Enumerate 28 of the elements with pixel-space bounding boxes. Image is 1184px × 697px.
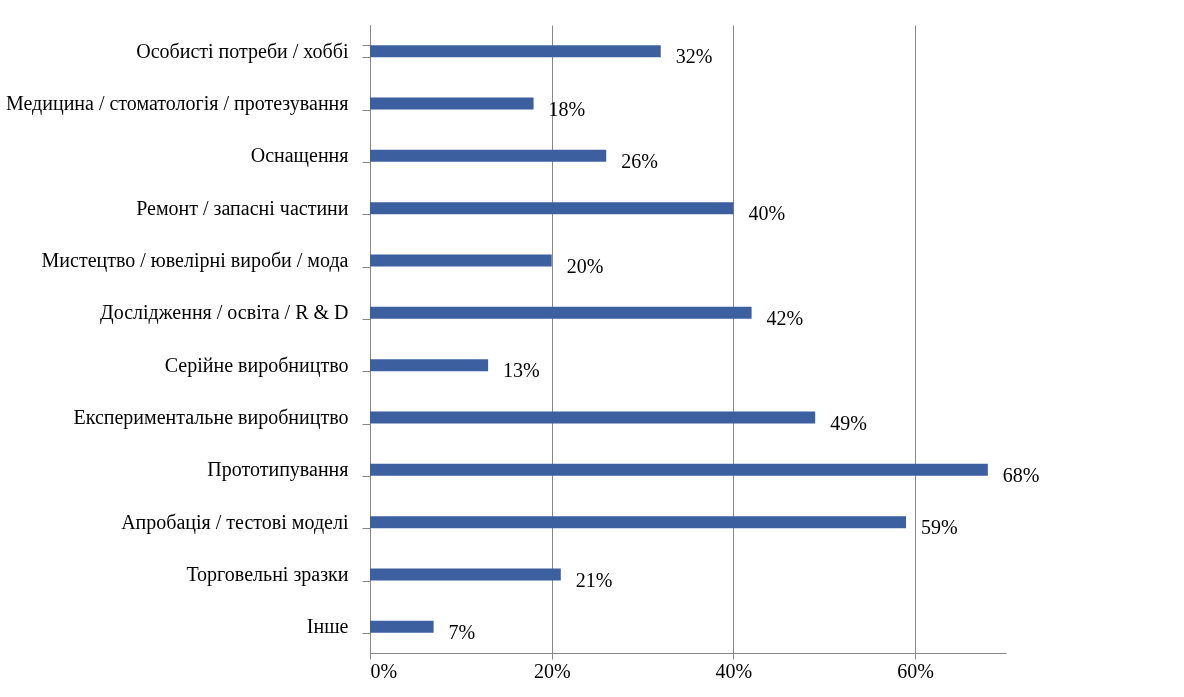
data-label: 68% [1002,463,1040,486]
x-tick-label: 40% [715,659,753,682]
x-tick-label: 60% [897,659,934,682]
y-tick-label: Ремонт / запасні частини [136,196,349,219]
y-tick-label: Торговельні зразки [186,563,349,586]
x-tick-label: 20% [533,659,571,682]
y-tick-label: Медицина / стоматологія / протезування [5,92,349,115]
data-label: 13% [503,359,540,382]
y-tick-label: Дослідження / освіта / R & D [100,301,349,325]
data-label: 21% [575,568,613,591]
data-label: 59% [921,516,958,539]
data-label: 32% [675,45,713,68]
y-tick-label: Інше [306,615,349,638]
y-tick-label: Прототипування [207,458,349,482]
data-label: 40% [748,202,786,225]
data-label: 49% [830,411,867,434]
data-label: 18% [548,97,586,120]
y-tick-label: Особисті потреби / хоббі [136,39,349,63]
data-label: 42% [766,306,804,329]
y-tick-label: Мистецтво / ювелірні вироби / мода [41,249,349,272]
x-tick-label: 0% [370,659,398,682]
data-label: 26% [621,149,658,172]
y-tick-label: Серійне виробництво [164,353,349,377]
y-tick-label: Оснащення [250,144,349,168]
data-label: 20% [566,254,604,277]
y-tick-label: Апробація / тестові моделі [121,510,349,534]
y-tick-label: Експериментальне виробництво [73,406,349,429]
data-label: 7% [448,620,476,643]
